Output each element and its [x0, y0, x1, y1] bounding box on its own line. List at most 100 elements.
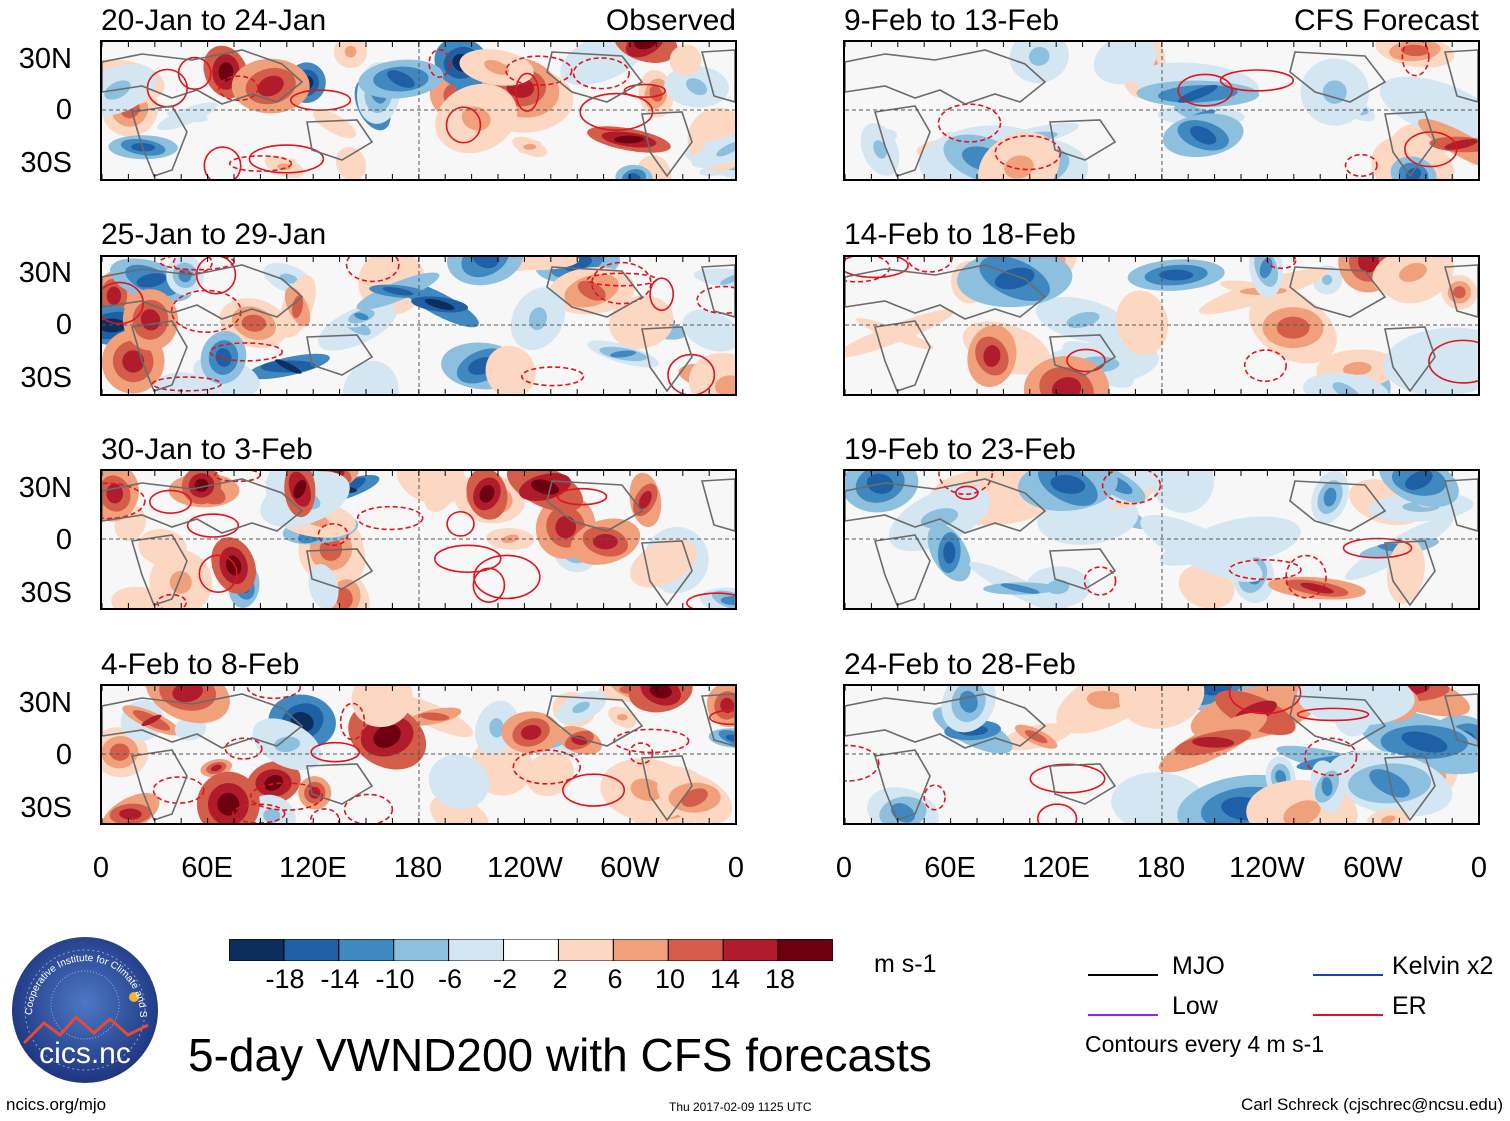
- anomaly-shading: [1159, 269, 1194, 281]
- anomaly-shading: [630, 778, 663, 801]
- anomaly-shading: [264, 774, 283, 791]
- colorbar-label: -10: [375, 964, 415, 994]
- er-contour: [232, 803, 286, 823]
- er-contour: [249, 782, 324, 811]
- er-contour: [556, 487, 608, 506]
- panel-title-forecast-1: 9-Feb to 13-Feb: [844, 4, 1060, 37]
- coastline: [845, 264, 1047, 320]
- colorbar-label: 14: [709, 964, 741, 994]
- anomaly-shading: [461, 106, 491, 131]
- anomaly-shading: [890, 803, 915, 823]
- er-contour: [1029, 763, 1106, 794]
- colorbar-label: -6: [437, 964, 462, 994]
- anomaly-shading: [419, 471, 444, 487]
- coastline: [700, 693, 735, 747]
- coastline: [102, 49, 304, 105]
- coastline: [1443, 49, 1478, 103]
- er-contour: [1219, 69, 1295, 92]
- anomaly-shading: [873, 140, 887, 159]
- colorbar-swatch: [393, 938, 450, 962]
- coastline: [546, 695, 644, 747]
- er-contour: [1304, 737, 1358, 777]
- anomaly-shading: [122, 350, 145, 373]
- anomaly-shading: [679, 54, 692, 66]
- anomaly-shading: [1170, 471, 1193, 492]
- er-contour: [505, 55, 573, 86]
- colorbar-swatch: [612, 938, 669, 962]
- er-contour: [1228, 686, 1302, 715]
- lat-label-eq: 0: [55, 309, 72, 341]
- er-contour: [198, 554, 238, 594]
- er-contour: [102, 482, 146, 520]
- lat-label-30s: 30S: [20, 147, 72, 179]
- anomaly-shading: [1000, 583, 1040, 594]
- coastline: [1443, 264, 1478, 318]
- lon-label-120e: 120E: [279, 852, 347, 884]
- anomaly-shading: [1276, 316, 1310, 339]
- lat-label-eq: 0: [55, 524, 72, 556]
- lon-label-120e: 120E: [1022, 852, 1090, 884]
- er-contour: [1177, 73, 1233, 107]
- coastline: [1049, 763, 1117, 805]
- er-contour: [317, 523, 349, 547]
- anomaly-shading: [169, 571, 192, 594]
- coastline: [1384, 326, 1436, 393]
- anomaly-shading: [614, 135, 644, 144]
- anomaly-shading: [479, 485, 495, 503]
- panel-title-forecast-3: 19-Feb to 23-Feb: [844, 433, 1076, 466]
- anomaly-shading: [610, 350, 637, 358]
- er-contour: [428, 48, 451, 78]
- mjo-line-swatch: [1088, 964, 1158, 976]
- er-contour: [246, 686, 302, 700]
- anomaly-shading: [872, 329, 917, 338]
- colorbar-swatch: [228, 938, 285, 962]
- anomaly-shading: [1066, 311, 1100, 328]
- er-contour: [309, 808, 340, 823]
- coastline: [546, 51, 644, 103]
- anomaly-shading: [1028, 46, 1050, 66]
- anomaly-shading: [634, 42, 657, 50]
- anomaly-shading: [373, 724, 401, 748]
- panel-title-observed-3: 30-Jan to 3-Feb: [101, 433, 313, 466]
- coastline: [130, 320, 188, 392]
- anomaly-shading: [1300, 582, 1334, 594]
- anomaly-shading: [1051, 377, 1082, 394]
- anomaly-shading: [215, 348, 232, 367]
- anomaly-shading: [177, 385, 200, 394]
- contours-note: Contours every 4 m s-1: [1085, 1031, 1325, 1057]
- anomaly-shading: [983, 345, 1001, 367]
- coastline: [873, 105, 931, 177]
- anomaly-shading: [345, 157, 357, 170]
- anomaly-shading: [124, 517, 136, 530]
- coastline: [1289, 266, 1387, 318]
- er-contour: [248, 144, 325, 174]
- er-contour: [1066, 348, 1106, 373]
- anomaly-shading: [419, 712, 450, 721]
- anomaly-shading: [523, 257, 551, 267]
- anomaly-shading: [119, 808, 142, 820]
- er-contour: [151, 376, 222, 392]
- anomaly-shading: [649, 85, 663, 102]
- anomaly-shading: [225, 555, 242, 576]
- anomaly-shading: [1086, 690, 1125, 710]
- anomaly-shading: [141, 714, 162, 727]
- anomaly-shading: [448, 772, 470, 792]
- er-contour: [686, 592, 735, 608]
- er-contour: [708, 709, 735, 726]
- panel-title-observed-2: 25-Jan to 29-Jan: [101, 218, 327, 251]
- low-line-swatch: [1088, 1004, 1158, 1016]
- coastline: [1443, 693, 1478, 747]
- er-contour: [224, 737, 263, 760]
- anomaly-shading: [577, 280, 606, 301]
- colorbar-swatch: [448, 938, 505, 962]
- anomaly-shading: [448, 810, 471, 823]
- anomaly-shading: [1275, 770, 1287, 785]
- anomaly-shading: [344, 45, 357, 58]
- coastline: [1049, 548, 1117, 590]
- anomaly-shading: [1190, 126, 1217, 145]
- anomaly-shading: [1381, 815, 1396, 823]
- anomaly-shading: [257, 75, 284, 97]
- anomaly-shading: [354, 312, 369, 321]
- footer-link[interactable]: ncics.org/mjo: [6, 1095, 107, 1114]
- lon-label-0: 0: [835, 852, 853, 884]
